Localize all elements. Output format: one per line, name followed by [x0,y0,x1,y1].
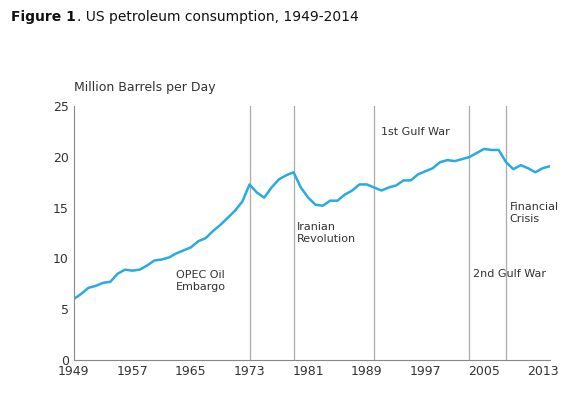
Text: Figure 1: Figure 1 [11,10,76,24]
Text: Iranian
Revolution: Iranian Revolution [297,222,356,244]
Text: OPEC Oil
Embargo: OPEC Oil Embargo [176,270,226,292]
Text: . US petroleum consumption, 1949-2014: . US petroleum consumption, 1949-2014 [77,10,358,24]
Text: Financial
Crisis: Financial Crisis [510,202,559,224]
Text: 1st Gulf War: 1st Gulf War [382,127,450,137]
Text: Million Barrels per Day: Million Barrels per Day [74,81,215,94]
Text: 2nd Gulf War: 2nd Gulf War [473,269,546,279]
